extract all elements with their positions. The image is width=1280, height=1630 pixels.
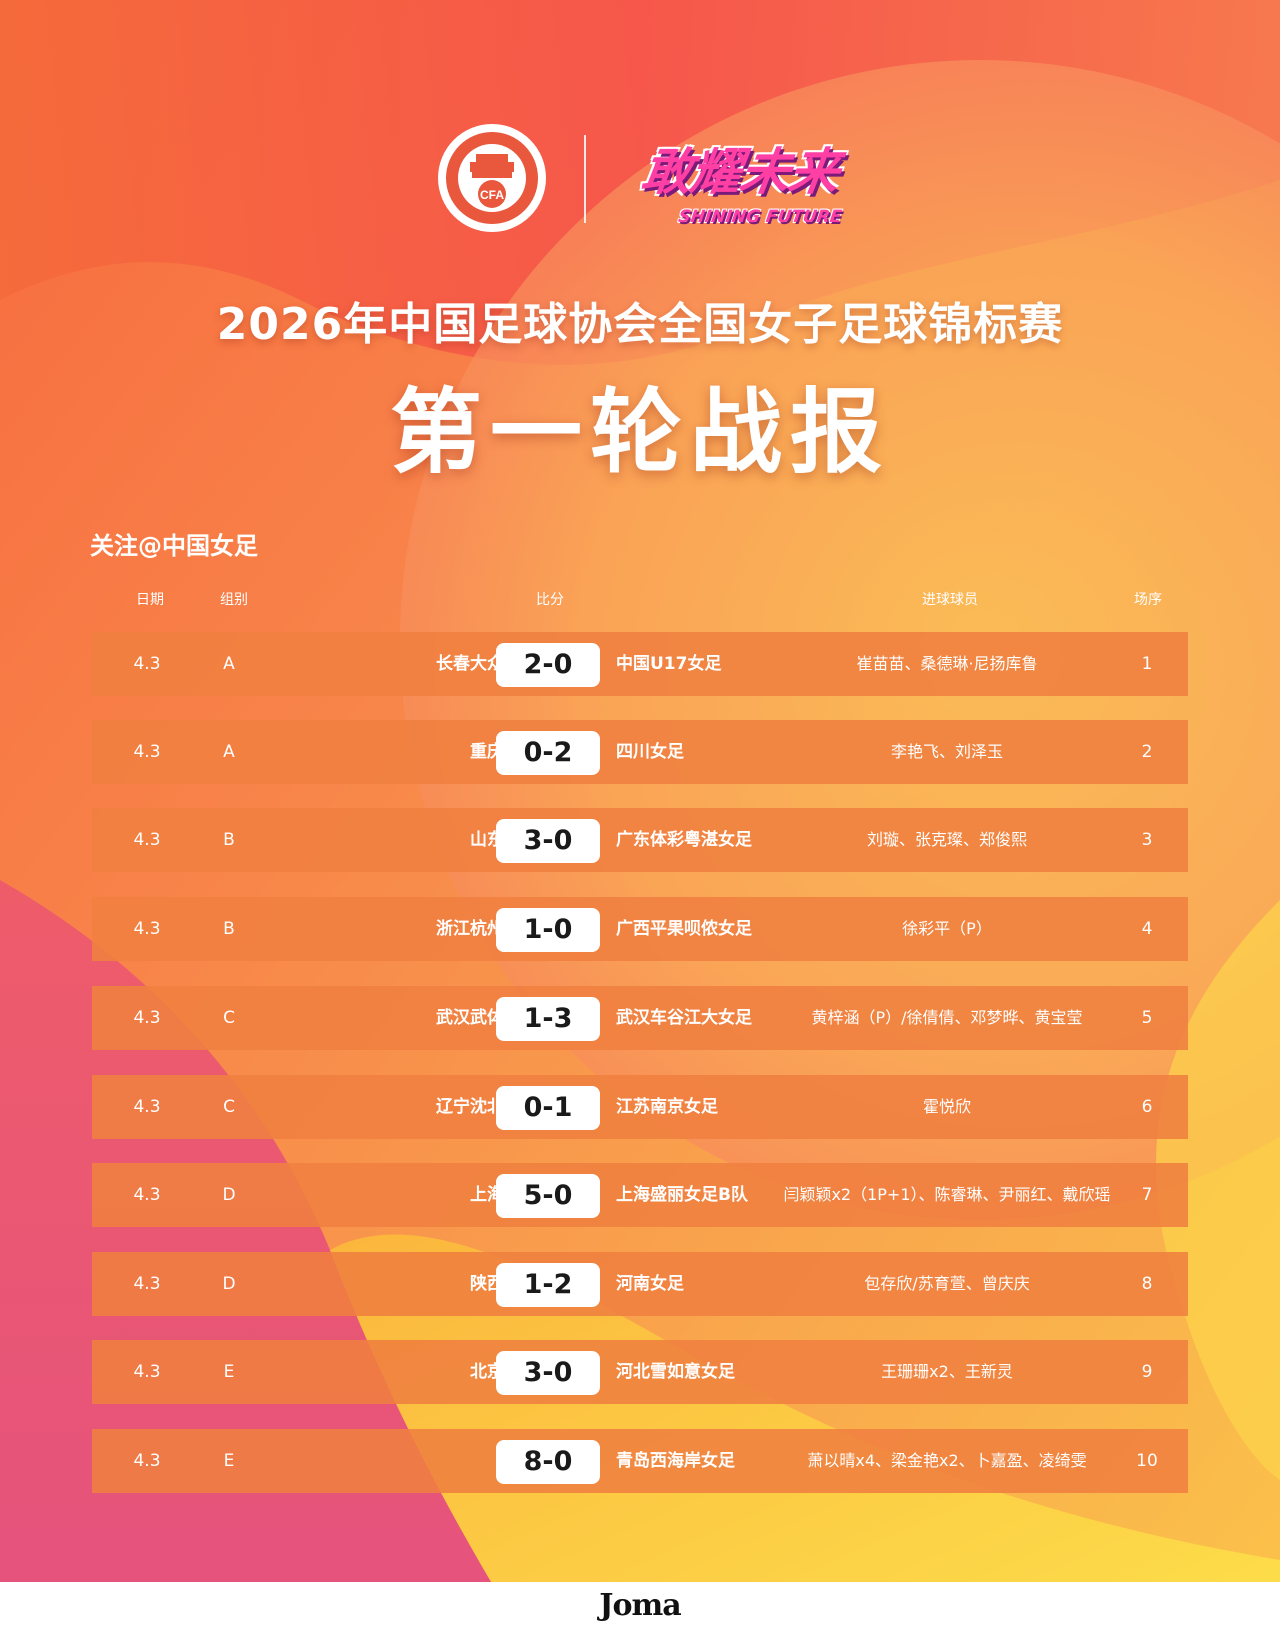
footer-bar: [0, 1582, 1280, 1630]
follow-label: 关注@中国女足: [90, 532, 258, 560]
match-group: D: [222, 1274, 236, 1294]
match-score: 0-1: [496, 1086, 600, 1130]
match-date: 4.3: [133, 1097, 161, 1117]
campaign-main-text: 敢耀未来: [637, 143, 843, 201]
match-order: 6: [1141, 1097, 1153, 1117]
match-date: 4.3: [133, 1362, 161, 1382]
match-row: 4.3 A 长春大众卓越女足 2-0 中国U17女足 崔苗苗、桑德琳·尼扬库鲁 …: [92, 632, 1188, 696]
match-group: D: [222, 1185, 236, 1205]
campaign-sub-text: SHINING FUTURE: [677, 207, 843, 227]
match-group: A: [223, 742, 235, 762]
column-header-date: 日期: [136, 592, 164, 608]
campaign-logo: 敢耀未来 SHINING FUTURE: [620, 124, 860, 236]
match-row: 4.3 D 上海盛丽女足 5-0 上海盛丽女足B队 闫颖颖x2（1P+1）、陈睿…: [92, 1163, 1188, 1227]
away-team: 广西平果呗侬女足: [616, 919, 752, 939]
cfa-logo: CFA: [438, 124, 546, 232]
goal-scorers: 王珊珊x2、王新灵: [881, 1362, 1013, 1381]
goal-scorers: 刘璇、张克璨、郑俊熙: [866, 830, 1027, 849]
match-date: 4.3: [133, 1274, 161, 1294]
away-team: 广东体彩粤湛女足: [616, 830, 752, 850]
match-order: 8: [1141, 1274, 1153, 1294]
match-date: 4.3: [133, 919, 161, 939]
match-group: B: [223, 919, 235, 939]
match-group: B: [223, 830, 235, 850]
match-score: 2-0: [496, 643, 600, 687]
match-score: 1-0: [496, 908, 600, 952]
match-group: E: [223, 1362, 235, 1382]
away-team: 青岛西海岸女足: [616, 1451, 735, 1471]
match-row: 4.3 E 广东女足 8-0 青岛西海岸女足 萧以晴x4、梁金艳x2、卜嘉盈、凌…: [92, 1429, 1188, 1493]
logo-divider: [584, 135, 586, 223]
match-order: 7: [1141, 1185, 1153, 1205]
match-group: C: [223, 1008, 235, 1028]
match-date: 4.3: [133, 742, 161, 762]
cfa-abbr: CFA: [480, 188, 504, 202]
round-title: 第一轮战报: [389, 379, 890, 486]
column-header-scorers: 进球球员: [922, 592, 978, 608]
column-header-order: 场序: [1134, 592, 1162, 608]
match-score: 0-2: [496, 731, 600, 775]
match-row: 4.3 C 辽宁沈北禾丰女足 0-1 江苏南京女足 霍悦欣 6: [92, 1075, 1188, 1139]
away-team: 河北雪如意女足: [616, 1362, 735, 1382]
goal-scorers: 徐彩平（P）: [902, 919, 992, 938]
match-date: 4.3: [133, 1008, 161, 1028]
match-score: 3-0: [496, 1351, 600, 1395]
match-row: 4.3 D 陕西志丹女足 1-2 河南女足 包存欣/苏育萱、曾庆庆 8: [92, 1252, 1188, 1316]
match-date: 4.3: [133, 1185, 161, 1205]
match-group: C: [223, 1097, 235, 1117]
match-score: 8-0: [496, 1440, 600, 1484]
match-date: 4.3: [133, 654, 161, 674]
match-order: 5: [1141, 1008, 1153, 1028]
goal-scorers: 霍悦欣: [922, 1097, 971, 1116]
match-group: A: [223, 654, 235, 674]
match-row: 4.3 B 浙江杭州银行女足 1-0 广西平果呗侬女足 徐彩平（P） 4: [92, 897, 1188, 961]
goal-scorers: 黄梓涵（P）/徐倩倩、邓梦晔、黄宝莹: [811, 1008, 1083, 1027]
match-score: 1-2: [496, 1263, 600, 1307]
match-group: E: [223, 1451, 235, 1471]
match-order: 3: [1141, 830, 1153, 850]
match-score: 5-0: [496, 1174, 600, 1218]
goal-scorers: 李艳飞、刘泽玉: [890, 742, 1003, 761]
column-header-group: 组别: [220, 592, 248, 608]
match-row: 4.3 A 重庆奥体女足 0-2 四川女足 李艳飞、刘泽玉 2: [92, 720, 1188, 784]
away-team: 上海盛丽女足B队: [616, 1185, 748, 1205]
match-order: 1: [1141, 654, 1153, 674]
match-order: 2: [1141, 742, 1153, 762]
match-score: 3-0: [496, 819, 600, 863]
match-score: 1-3: [496, 997, 600, 1041]
goal-scorers: 萧以晴x4、梁金艳x2、卜嘉盈、凌绮雯: [807, 1451, 1087, 1470]
match-order: 4: [1141, 919, 1153, 939]
away-team: 河南女足: [616, 1274, 684, 1294]
match-date: 4.3: [133, 830, 161, 850]
match-row: 4.3 E 北京城建女足 3-0 河北雪如意女足 王珊珊x2、王新灵 9: [92, 1340, 1188, 1404]
away-team: 武汉车谷江大女足: [616, 1008, 752, 1028]
match-row: 4.3 C 武汉武体三镇女足 1-3 武汉车谷江大女足 黄梓涵（P）/徐倩倩、邓…: [92, 986, 1188, 1050]
goal-scorers: 崔苗苗、桑德琳·尼扬库鲁: [856, 654, 1038, 673]
match-row: 4.3 B 山东体彩女足 3-0 广东体彩粤湛女足 刘璇、张克璨、郑俊熙 3: [92, 808, 1188, 872]
sponsor-logo: Joma: [599, 1588, 681, 1623]
column-header-score: 比分: [536, 592, 564, 608]
event-title: 2026年中国足球协会全国女子足球锦标赛: [216, 299, 1064, 350]
goal-scorers: 包存欣/苏育萱、曾庆庆: [864, 1274, 1030, 1293]
away-team: 江苏南京女足: [616, 1097, 718, 1117]
match-date: 4.3: [133, 1451, 161, 1471]
match-order: 10: [1136, 1451, 1158, 1471]
goal-scorers: 闫颖颖x2（1P+1）、陈睿琳、尹丽红、戴欣瑶: [783, 1185, 1111, 1204]
match-order: 9: [1141, 1362, 1153, 1382]
away-team: 四川女足: [616, 742, 684, 762]
away-team: 中国U17女足: [616, 654, 722, 674]
